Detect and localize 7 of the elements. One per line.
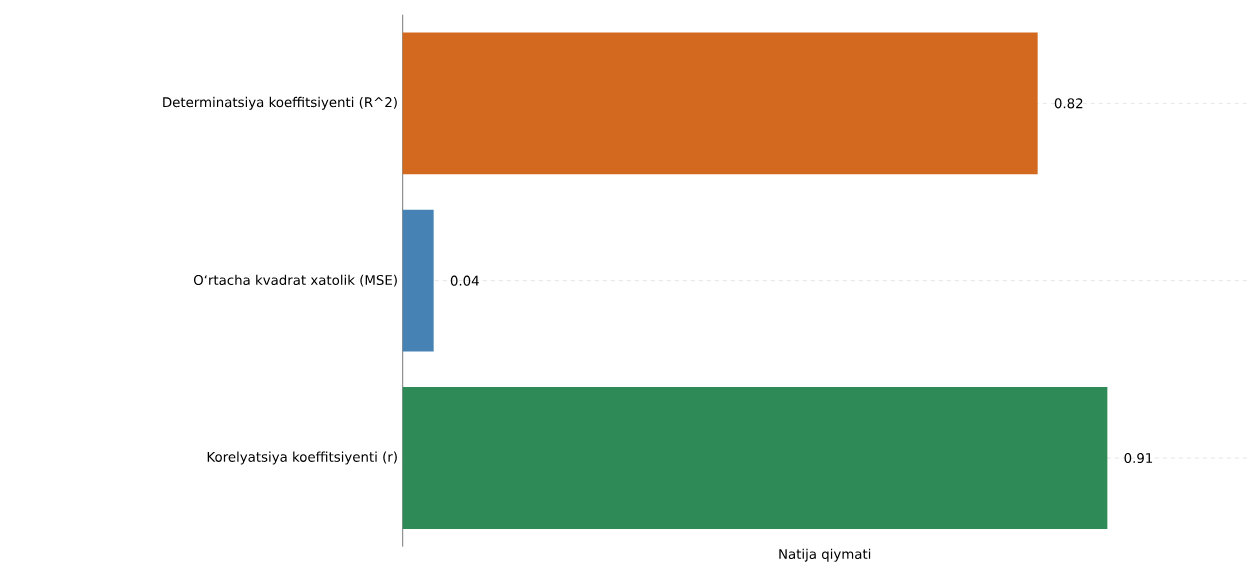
- y-tick-label: O‘rtacha kvadrat xatolik (MSE): [193, 274, 397, 287]
- data-label: 0.82: [1054, 98, 1083, 109]
- y-tick-label: Korelyatsiya koeffitsiyenti (r): [207, 451, 397, 465]
- data-label: 0.04: [450, 275, 479, 286]
- y-tick-label: Determinatsiya koeffitsiyenti (R^2): [163, 96, 397, 110]
- x-axis-title: Natija qiymati: [779, 548, 871, 562]
- data-label: 0.91: [1124, 452, 1153, 464]
